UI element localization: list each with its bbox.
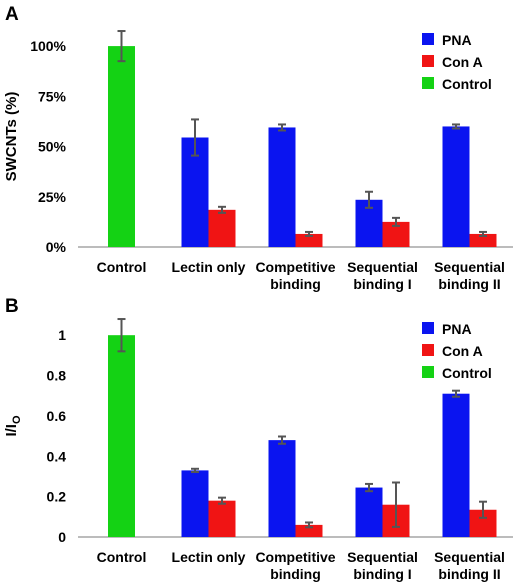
y-tick-label: 100% [30, 38, 66, 54]
legend-label: PNA [442, 321, 472, 337]
category-label: binding I [353, 566, 411, 582]
y-tick-label: 25% [38, 189, 67, 205]
legend-swatch [422, 77, 434, 89]
legend-swatch [422, 33, 434, 45]
category-label: Competitive [255, 549, 335, 565]
y-tick-label: 0.2 [47, 489, 67, 505]
panel-letter: B [5, 296, 19, 317]
legend-label: Control [442, 76, 492, 92]
legend-label: Control [442, 365, 492, 381]
category-label: binding I [353, 276, 411, 292]
category-label: binding [270, 566, 321, 582]
legend-swatch [422, 322, 434, 334]
bar-pna [181, 470, 209, 537]
legend-label: PNA [442, 32, 472, 48]
category-label: Sequential [347, 259, 418, 275]
legend-swatch [422, 55, 434, 67]
bar-con-a [208, 209, 236, 247]
y-tick-label: 0.4 [47, 448, 67, 464]
panel-letter: A [5, 4, 19, 25]
bar-con-a [295, 524, 323, 537]
category-label: Control [97, 259, 147, 275]
y-axis-label-subscript: O [11, 415, 23, 424]
bar-pna [442, 126, 470, 247]
y-tick-label: 0.8 [47, 368, 67, 384]
category-label: binding II [438, 276, 500, 292]
bar-control [108, 46, 135, 247]
category-label: Sequential [434, 259, 505, 275]
bar-con-a [469, 233, 497, 247]
y-axis-label: I/IO [3, 415, 23, 437]
bar-pna [268, 440, 296, 537]
bar-con-a [208, 500, 236, 537]
category-label: Lectin only [172, 549, 246, 565]
category-label: Sequential [434, 549, 505, 565]
category-label: Competitive [255, 259, 335, 275]
bar-con-a [295, 233, 323, 247]
bar-pna [442, 393, 470, 537]
panel-a: A 0% 25% 50% 75% 100% SWCNTs (%) Control Lectin … [3, 4, 513, 292]
legend-label: Con A [442, 343, 483, 359]
y-axis-label: SWCNTs (%) [3, 92, 20, 182]
category-label: binding II [438, 566, 500, 582]
y-tick-label: 0 [58, 529, 66, 545]
y-tick-label: 75% [38, 88, 67, 104]
category-label: Lectin only [172, 259, 246, 275]
y-tick-label: 0.6 [47, 408, 67, 424]
panel-b: B 0 0.2 0.4 0.6 0.8 1 I/IO Control Lectin only Com… [3, 296, 513, 582]
bar-control [108, 335, 135, 537]
category-label: Control [97, 549, 147, 565]
y-tick-label: 1 [58, 327, 66, 343]
bar-pna [268, 127, 296, 247]
bar-pna [355, 487, 383, 537]
y-tick-label: 50% [38, 139, 67, 155]
category-label: Sequential [347, 549, 418, 565]
y-tick-label: 0% [46, 239, 67, 255]
legend-swatch [422, 366, 434, 378]
legend-label: Con A [442, 54, 483, 70]
category-label: binding [270, 276, 321, 292]
legend-swatch [422, 344, 434, 356]
